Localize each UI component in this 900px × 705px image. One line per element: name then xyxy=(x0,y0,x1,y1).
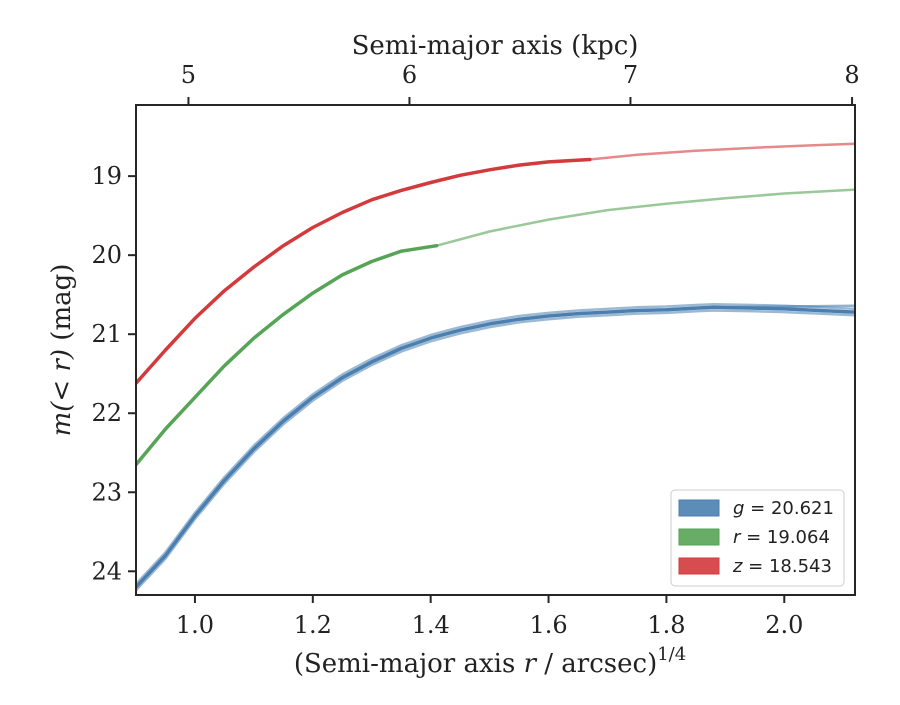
x-tick-label: 1.6 xyxy=(529,611,567,639)
top-x-tick-label: 7 xyxy=(623,61,638,89)
series-z-extension-line xyxy=(588,142,855,161)
y-tick-label: 23 xyxy=(91,478,122,506)
top-x-tick-label: 5 xyxy=(181,61,196,89)
y-axis-title: m(< r) (mag) xyxy=(47,264,77,437)
legend-swatch-r xyxy=(678,528,720,546)
series-group xyxy=(136,142,855,592)
x-tick-label: 1.8 xyxy=(647,611,685,639)
x-axis-title-prefix: (Semi-major axis xyxy=(294,649,524,679)
series-r-line xyxy=(136,243,439,467)
x-tick-label: 2.0 xyxy=(765,611,803,639)
y-tick-label: 22 xyxy=(91,399,122,427)
legend-swatch-z xyxy=(678,557,720,575)
y-axis-title-unit: (mag) xyxy=(47,264,77,349)
legend-var-z: z xyxy=(732,556,743,577)
legend-value-r: = 19.064 xyxy=(740,527,830,548)
legend-var-r: r xyxy=(733,527,742,548)
top-x-tick-label: 8 xyxy=(844,61,859,89)
x-axis-title-exponent: 1/4 xyxy=(657,644,686,665)
top-x-tick-label: 6 xyxy=(402,61,417,89)
series-r-extension-line xyxy=(435,188,855,247)
legend-label-g: g = 20.621 xyxy=(733,498,834,519)
x-tick-label: 1.2 xyxy=(294,611,332,639)
legend-label-z: z = 18.543 xyxy=(732,556,832,577)
y-tick-label: 20 xyxy=(91,241,122,269)
legend-var-g: g xyxy=(733,498,744,519)
plot-area xyxy=(136,142,855,592)
top-x-axis-title: Semi-major axis (kpc) xyxy=(352,31,639,61)
legend-label-r: r = 19.064 xyxy=(733,527,830,548)
plot-frame xyxy=(135,104,856,596)
series-z-line xyxy=(136,157,592,385)
y-tick-label: 21 xyxy=(91,320,122,348)
x-tick-label: 1.0 xyxy=(176,611,214,639)
axes: 1.0 1.2 1.4 1.6 1.8 2.0 19 20 21 22 23 24 5 6 7 8 xyxy=(91,61,859,639)
legend-value-g: = 20.621 xyxy=(744,498,834,519)
x-axis-title-suffix: / arcsec) xyxy=(536,649,657,679)
x-axis-title: (Semi-major axis r / arcsec)1/4 xyxy=(294,644,686,679)
y-axis-title-math: m(< r) xyxy=(47,349,77,436)
series-g-band-lower xyxy=(136,309,855,592)
y-tick-label: 19 xyxy=(91,162,122,190)
series-g-line xyxy=(136,305,855,589)
legend-swatch-g xyxy=(678,499,720,517)
legend-value-z: = 18.543 xyxy=(742,556,832,577)
x-axis-title-variable: r xyxy=(524,649,538,679)
x-tick-label: 1.4 xyxy=(412,611,450,639)
y-tick-label: 24 xyxy=(91,557,122,585)
series-g-band-upper xyxy=(136,302,855,586)
